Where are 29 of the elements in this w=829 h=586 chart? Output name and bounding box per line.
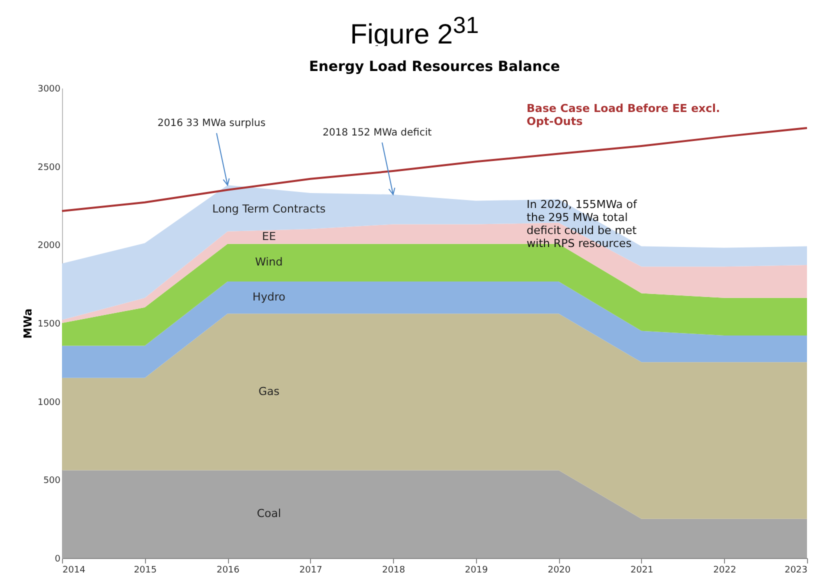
- y-tick-label: 1000: [38, 398, 61, 408]
- series-label: Long Term Contracts: [212, 202, 326, 216]
- y-tick-label: 1500: [38, 320, 61, 330]
- y-tick-label: 2000: [38, 241, 61, 252]
- x-tick-label: 2018: [382, 566, 406, 576]
- series-label: Hydro: [252, 290, 286, 304]
- series-label: Gas: [258, 384, 280, 398]
- y-tick-label: 3000: [38, 84, 61, 94]
- chart-subtitle: Energy Load Resources Balance: [308, 59, 560, 75]
- annotation: 2018 152 MWa deficit: [322, 128, 432, 139]
- chart-title: Figure 2$^{31}$: [349, 11, 480, 50]
- x-tick-label: 2022: [713, 566, 736, 576]
- x-tick-label: 2021: [630, 566, 654, 576]
- annotation: 2016 33 MWa surplus: [158, 118, 266, 130]
- series-label: EE: [262, 230, 276, 244]
- annotation: In 2020, 155MWa of the 295 MWa total deficit could be met with RPS resources: [526, 198, 638, 250]
- y-tick-label: 500: [43, 476, 61, 486]
- series-label: Wind: [255, 256, 283, 269]
- series-label: Base Case Load Before EE excl. Opt-Outs: [526, 102, 722, 128]
- x-tick-label: 2019: [464, 566, 488, 576]
- x-tick-label: 2017: [299, 566, 322, 576]
- y-tick-label: 0: [54, 554, 61, 564]
- x-tick-label: 2016: [216, 566, 240, 576]
- x-tick-label: 2014: [62, 566, 86, 576]
- x-tick-label: 2020: [548, 566, 571, 576]
- y-tick-label: 2500: [38, 162, 61, 173]
- x-tick-label: 2015: [134, 566, 157, 576]
- y-axis-title: MWa: [22, 308, 35, 339]
- x-tick-label: 2023: [784, 566, 808, 576]
